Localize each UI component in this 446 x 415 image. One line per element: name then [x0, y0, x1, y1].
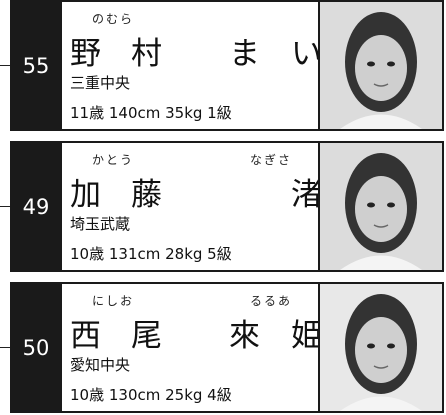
given-name-reading: るるあ: [249, 294, 292, 308]
given-name: 渚: [291, 177, 322, 213]
photo-shape: [367, 61, 375, 67]
photo-image: [320, 2, 442, 129]
card-frame: のむら野村 ま い三重中央 11歳 140cm 35kg 1級: [62, 0, 444, 131]
school: 三重中央: [70, 74, 131, 92]
photo-shape: [387, 202, 395, 208]
surname: 野村: [70, 36, 192, 72]
school: 埼玉武蔵: [70, 215, 131, 233]
photo-shape: [355, 176, 407, 242]
photo-shape: [355, 317, 407, 383]
stats: 10歳 131cm 28kg 5級: [70, 245, 232, 263]
given-name-reading: なぎさ: [249, 153, 292, 167]
photo-shape: [373, 83, 389, 87]
photo-shape: [373, 365, 389, 369]
stats: 10歳 130cm 25kg 4級: [70, 386, 232, 404]
surname: 加藤: [70, 177, 192, 213]
photo-shape: [367, 343, 375, 349]
photo: [318, 143, 442, 270]
photo-shape: [367, 202, 375, 208]
connector-line: [0, 65, 11, 66]
photo-shape: [373, 224, 389, 228]
player-card: 50 にしお るるあ西尾 來 姫愛知中央 10歳 130cm 25kg 4級: [0, 282, 446, 413]
photo: [318, 284, 442, 411]
photo: [318, 2, 442, 129]
connector-line: [0, 206, 11, 207]
photo-image: [320, 284, 442, 411]
given-name: 來 姫: [229, 318, 322, 354]
school: 愛知中央: [70, 356, 131, 374]
player-number: 50: [10, 282, 62, 413]
stats: 11歳 140cm 35kg 1級: [70, 104, 232, 122]
photo-image: [320, 143, 442, 270]
surname: 西尾: [70, 318, 192, 354]
surname-reading: のむら: [92, 12, 135, 26]
photo-shape: [387, 343, 395, 349]
surname-reading: にしお: [92, 294, 135, 308]
surname-reading: かとう: [92, 153, 135, 167]
player-number: 49: [10, 141, 62, 272]
given-name: ま い: [229, 36, 322, 72]
player-card: 55 のむら野村 ま い三重中央 11歳 140cm 35kg 1級: [0, 0, 446, 131]
photo-shape: [340, 114, 422, 129]
player-number: 55: [10, 0, 62, 131]
photo-shape: [340, 255, 422, 270]
card-frame: かとう なぎさ加藤 渚埼玉武蔵 10歳 131cm 28kg 5級: [62, 141, 444, 272]
player-card: 49 かとう なぎさ加藤 渚埼玉武蔵 10歳 131cm 28kg 5級: [0, 141, 446, 272]
card-frame: にしお るるあ西尾 來 姫愛知中央 10歳 130cm 25kg 4級: [62, 282, 444, 413]
photo-shape: [387, 61, 395, 67]
connector-line: [0, 347, 11, 348]
photo-shape: [355, 35, 407, 101]
photo-shape: [340, 396, 422, 411]
